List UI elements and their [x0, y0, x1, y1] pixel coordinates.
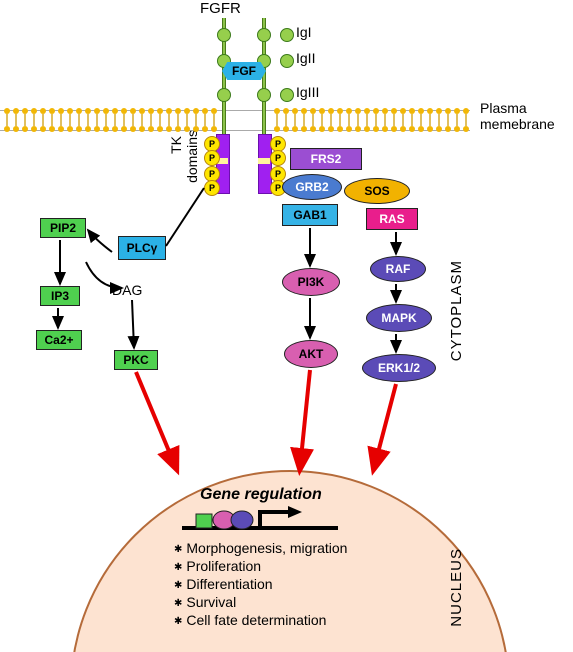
node-ca2: Ca2+ [36, 330, 82, 350]
outcome-item: Differentiation [174, 576, 347, 592]
node-pip2: PIP2 [40, 218, 86, 238]
outcome-item: Proliferation [174, 558, 347, 574]
phospho-dot: P [204, 180, 220, 196]
ig3-label: IgIII [296, 84, 319, 100]
ig1-label: IgI [296, 24, 312, 40]
node-gab1: GAB1 [282, 204, 338, 226]
node-pkc: PKC [114, 350, 158, 370]
node-ip3: IP3 [40, 286, 80, 306]
phospho-dot: P [204, 150, 220, 166]
outcomes-list: Morphogenesis, migration Proliferation D… [174, 538, 347, 630]
fgfr-label: FGFR [200, 0, 241, 17]
ig-dot [257, 88, 271, 102]
plasma-label-1: Plasma [480, 100, 527, 116]
tk-domains-label-2: domains [184, 130, 200, 183]
cytoplasm-label: CYTOPLASM [448, 260, 465, 361]
outcome-item: Survival [174, 594, 347, 610]
node-pi3k: PI3K [282, 268, 340, 296]
node-frs2: FRS2 [290, 148, 362, 170]
plasma-label-2: memebrane [480, 116, 555, 132]
fgf-box: FGF [222, 62, 266, 80]
node-dag: DAG [112, 282, 142, 298]
diagram-stage: // will populate lipids after data load … [0, 0, 573, 652]
ig-dot [217, 88, 231, 102]
node-raf: RAF [370, 256, 426, 282]
node-erk12: ERK1/2 [362, 354, 436, 382]
node-mapk: MAPK [366, 304, 432, 332]
node-sos: SOS [344, 178, 410, 204]
outcome-item: Cell fate determination [174, 612, 347, 628]
ig-dot [257, 28, 271, 42]
tk-domains-label: TK [168, 136, 184, 154]
outcome-item: Morphogenesis, migration [174, 540, 347, 556]
ig-dot-label [280, 54, 294, 68]
node-akt: AKT [284, 340, 338, 368]
gene-regulation-title: Gene regulation [200, 486, 322, 504]
phospho-dot: P [270, 150, 286, 166]
tk-gap-right [258, 158, 270, 164]
node-grb2: GRB2 [282, 174, 342, 200]
nucleus-label: NUCLEUS [448, 548, 465, 627]
ig2-label: IgII [296, 50, 315, 66]
fgf-label: FGF [232, 64, 256, 78]
promoter-icon [178, 506, 358, 538]
ig-dot-label [280, 88, 294, 102]
ig-dot-label [280, 28, 294, 42]
ig-dot [217, 28, 231, 42]
node-ras: RAS [366, 208, 418, 230]
node-plcg: PLCγ [118, 236, 166, 260]
